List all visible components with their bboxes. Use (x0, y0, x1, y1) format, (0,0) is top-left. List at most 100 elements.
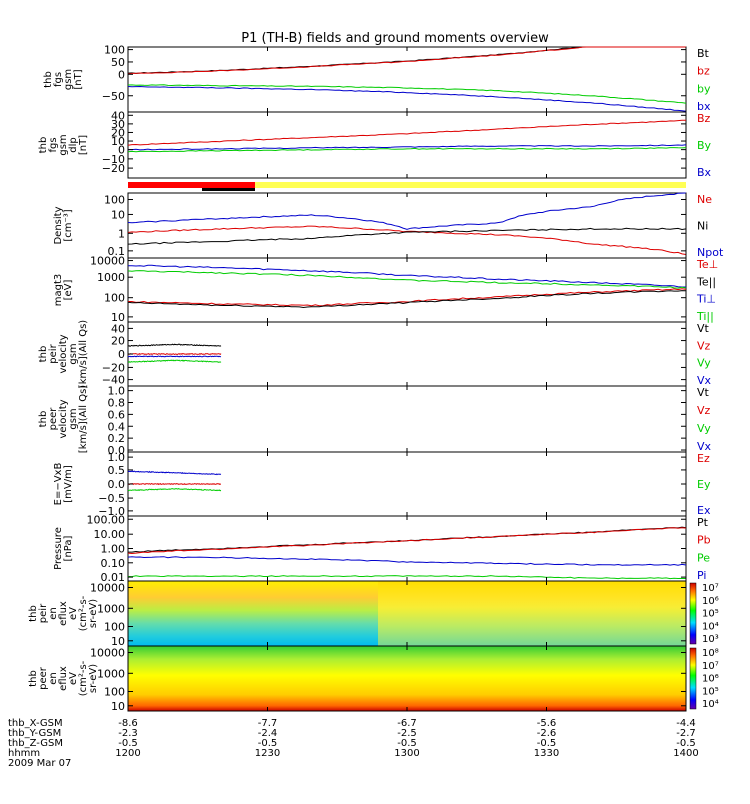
y-tick-label: 0.1 (108, 245, 126, 258)
series-by-line (127, 147, 687, 153)
y-tick-label: 100 (104, 292, 125, 305)
spectrogram-electron (128, 646, 686, 711)
series-ni-line (127, 227, 687, 245)
legend-entry: Pe (697, 551, 710, 564)
y-tick-label: 0.0 (108, 478, 126, 491)
y-tick-label: 50 (111, 56, 125, 69)
fast-survey-bar (255, 182, 686, 188)
legend-entry: Bz (697, 112, 711, 125)
colorbar-label: 10⁶ (702, 596, 719, 607)
y-axis-label: thb fgs gsm [nT] (43, 69, 84, 90)
y-label-line: gsm (68, 343, 79, 364)
y-label-line: [cm⁻³] (63, 209, 74, 241)
series-bz-line (127, 46, 686, 75)
legend-entry: Ey (697, 478, 711, 491)
y-label-line: gsm (58, 134, 69, 155)
ephemeris-row-label: thb_Y-GSM (8, 728, 61, 739)
ephemeris-value: -0.5 (537, 738, 557, 749)
ephemeris-value: -2.3 (118, 728, 138, 739)
panel-frame (127, 111, 687, 179)
series-te-line (128, 288, 687, 307)
y-axis-label: magt3 [eV] (53, 274, 74, 307)
legend-entry: by (697, 82, 711, 95)
y-tick-label: 1000 (97, 271, 125, 284)
y-label-line: magt3 (53, 274, 64, 307)
y-label-line: thb (28, 605, 39, 622)
y-label-line: velocity (58, 399, 69, 438)
y-tick-label: 1000 (97, 602, 125, 615)
y-axis-label: thb peer velocity gsm [km/s](All Qs) (38, 385, 89, 453)
ephemeris-row-label: hhmm (8, 748, 40, 759)
series-ez-line (128, 482, 221, 486)
y-label-line: fgs (53, 72, 64, 87)
legend-entry: Bt (697, 47, 710, 60)
y-label-line: thb (43, 71, 54, 88)
spectrogram-ion-late (378, 581, 686, 646)
series-pb-line (127, 527, 687, 555)
panel-8: 100.00 10.00 1.000.100.01 Pressure [nPa] Pt Pb… (53, 513, 711, 584)
y-tick-label: 40 (111, 109, 125, 122)
ephemeris-row-label: thb_Z-GSM (8, 738, 63, 749)
legend-entry: Te⊥ (696, 258, 718, 271)
legend-entry: Vy (697, 357, 711, 370)
legend-entry: Ne (697, 193, 712, 206)
ephemeris-value: -0.5 (676, 738, 696, 749)
colorbar-label: 10⁵ (702, 686, 719, 697)
legend-entry: Npot (697, 246, 724, 259)
date-label: 2009 Mar 07 (8, 758, 71, 769)
panel-7: 1.00.50.0−0.5−1.0 E=−VxB [mV/m] Ez Ey Ex (53, 451, 711, 518)
legend-entry: Ni (697, 220, 708, 233)
series-ti-line (127, 264, 686, 288)
y-tick-label: −10 (102, 153, 125, 166)
legend-entry: Ex (697, 504, 711, 517)
legend-entry: bz (697, 65, 710, 78)
y-tick-label: 1.00 (101, 543, 126, 556)
y-tick-label: −1.0 (98, 505, 125, 518)
colorbar-label: 10³ (702, 634, 719, 645)
legend-entry: bx (697, 100, 711, 113)
series-bz-line (127, 119, 686, 146)
y-label-line: eflux (58, 601, 69, 626)
legend-entry: Vx (697, 374, 712, 387)
series-vt-line (127, 343, 222, 347)
legend-entry: Ez (697, 452, 710, 465)
ephemeris-value: 1400 (673, 748, 698, 759)
legend-entry: Te|| (696, 275, 716, 288)
colorbar-label: 10⁸ (702, 648, 719, 659)
y-tick-label: 0 (118, 68, 125, 81)
legend-entry: Vt (697, 386, 710, 399)
y-label-line: velocity (58, 334, 69, 373)
legend-entry: Vz (697, 339, 711, 352)
panel-frame (127, 46, 687, 113)
y-tick-label: 20 (111, 126, 125, 139)
y-tick-label: 100 (104, 621, 125, 634)
y-tick-label: 10 (111, 208, 125, 221)
y-axis-label: thb peer en eflux eV (cm²-s-sr-eV) (28, 660, 99, 696)
y-label-line: peir (38, 603, 49, 623)
series-pi-line (127, 556, 687, 566)
series-pe-line (127, 575, 687, 580)
y-tick-label: 0.2 (108, 432, 126, 445)
y-tick-label: 1 (118, 227, 125, 240)
series-vy-line (128, 359, 222, 363)
ephemeris-value: -0.5 (397, 738, 417, 749)
series-ne-line (127, 225, 687, 255)
series-vx-line (127, 355, 222, 358)
y-tick-label: 20 (111, 335, 125, 348)
y-label-line: en (48, 672, 59, 685)
y-label-line: (cm²-s- (78, 595, 89, 631)
colorbar-scale (689, 582, 697, 645)
series-bx-line (127, 85, 687, 112)
y-label-line: [eV] (63, 280, 74, 301)
y-label-line: (cm²-s- (78, 660, 89, 696)
y-label-line: eV (68, 672, 79, 685)
y-label-line: sr-eV) (88, 599, 99, 628)
series-vz-line (127, 352, 222, 356)
y-label-line: sr-eV) (88, 664, 99, 693)
colorbar-scale (689, 647, 697, 710)
ephemeris-value: -2.5 (397, 728, 417, 739)
y-tick-label: 30 (111, 118, 125, 131)
